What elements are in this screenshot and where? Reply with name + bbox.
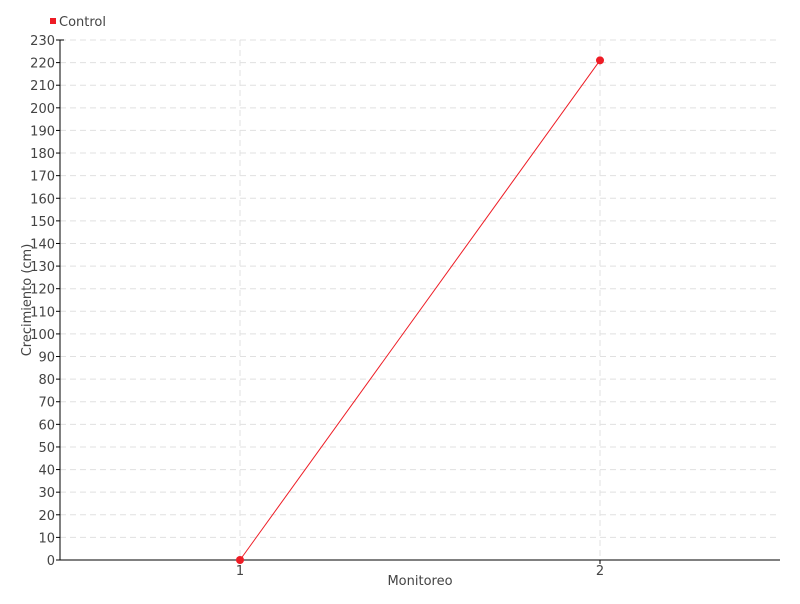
y-tick-label: 210 xyxy=(30,79,55,94)
y-tick-label: 110 xyxy=(30,305,55,320)
y-tick-label: 40 xyxy=(38,464,55,479)
y-tick-label: 10 xyxy=(38,531,55,546)
y-tick-label: 90 xyxy=(38,351,55,366)
y-tick-label: 50 xyxy=(38,441,55,456)
y-ticks: 0 10 20 30 40 50 60 70 80 90 100 110 120 130 140 150 160… xyxy=(30,34,60,569)
legend-swatch-control xyxy=(50,18,56,24)
y-tick-label: 120 xyxy=(30,283,55,298)
y-tick-label: 0 xyxy=(47,554,55,569)
y-tick-label: 70 xyxy=(38,396,55,411)
y-tick-label: 190 xyxy=(30,124,55,139)
data-point xyxy=(236,556,244,564)
data-point xyxy=(596,56,604,65)
y-axis-label: Crecimiento (cm) xyxy=(20,244,35,357)
y-tick-label: 60 xyxy=(38,418,55,433)
grid xyxy=(60,39,780,560)
y-tick-label: 140 xyxy=(30,237,55,252)
y-tick-label: 30 xyxy=(38,486,55,501)
y-tick-label: 80 xyxy=(38,373,55,388)
y-tick-label: 160 xyxy=(30,192,55,207)
y-tick-label: 150 xyxy=(30,215,55,230)
legend: Control xyxy=(50,15,106,30)
x-axis-label: Monitoreo xyxy=(387,574,452,589)
axes xyxy=(56,39,780,561)
y-tick-label: 180 xyxy=(30,147,55,162)
x-tick-label: 1 xyxy=(236,564,244,579)
y-tick-label: 100 xyxy=(30,328,55,343)
y-tick-label: 200 xyxy=(30,102,55,117)
y-tick-label: 220 xyxy=(30,57,55,72)
y-tick-label: 230 xyxy=(30,34,55,49)
y-tick-label: 170 xyxy=(30,170,55,185)
y-tick-label: 130 xyxy=(30,260,55,275)
series-line-control xyxy=(239,60,601,561)
x-tick-label: 2 xyxy=(596,564,604,579)
series xyxy=(236,56,604,564)
legend-label-control: Control xyxy=(59,15,106,30)
y-tick-label: 20 xyxy=(38,509,55,524)
